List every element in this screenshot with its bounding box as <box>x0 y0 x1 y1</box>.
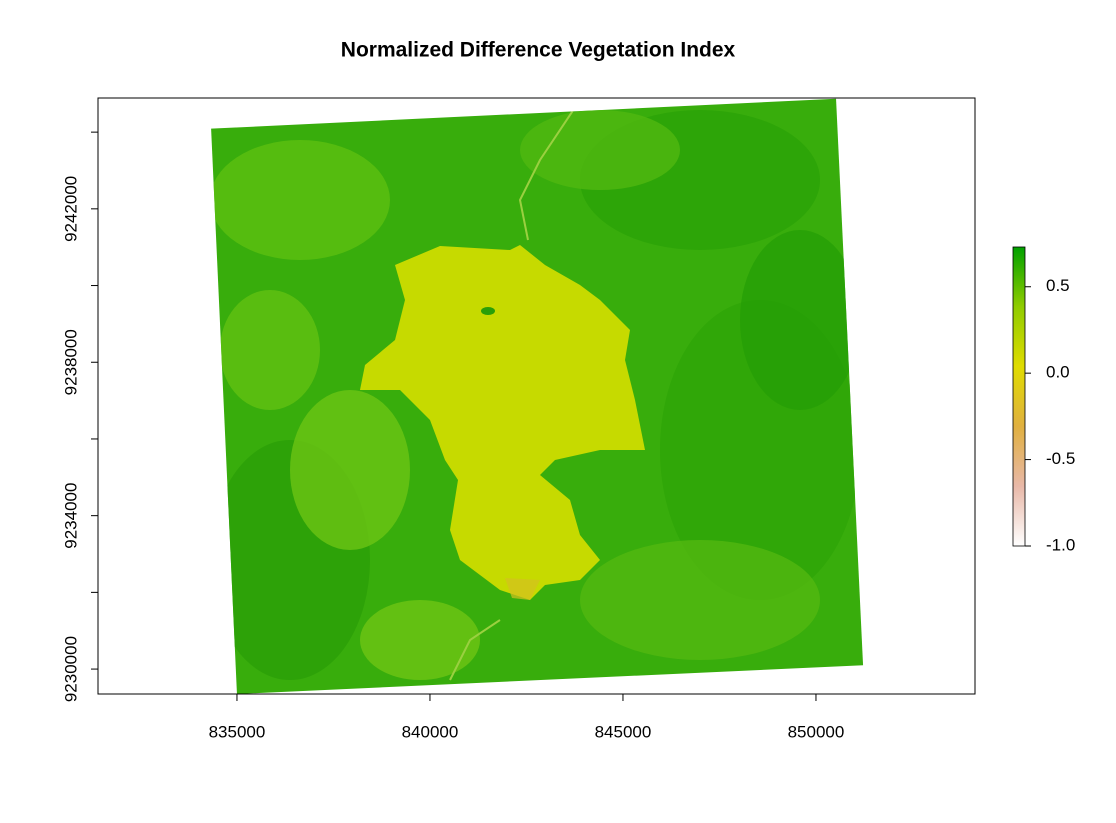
texture-patch <box>580 540 820 660</box>
plot-frame <box>97 97 976 695</box>
chart-title: Normalized Difference Vegetation Index <box>341 39 736 62</box>
texture <box>211 99 860 681</box>
colorbar-tick-label: -1.0 <box>1046 535 1075 554</box>
river <box>449 99 581 681</box>
texture-patch <box>740 230 860 410</box>
x-tick-label: 845000 <box>595 722 652 741</box>
lake-shallow <box>505 578 540 600</box>
island <box>481 307 495 315</box>
texture-patch <box>290 390 410 550</box>
texture-patch <box>520 110 680 190</box>
colorbar-tick-label: 0.5 <box>1046 276 1070 295</box>
texture-patch <box>220 290 320 410</box>
x-tick-label: 840000 <box>402 722 459 741</box>
y-tick-label: 9238000 <box>61 329 80 395</box>
y-tick-label: 9242000 <box>61 176 80 242</box>
x-tick-label: 835000 <box>209 722 266 741</box>
y-tick-label: 9234000 <box>61 483 80 549</box>
colorbar <box>1012 246 1026 547</box>
texture-patch <box>360 600 480 680</box>
texture-patch <box>211 140 390 260</box>
x-tick-label: 850000 <box>788 722 845 741</box>
colorbar-tick-label: 0.0 <box>1046 363 1070 382</box>
y-tick-label: 9230000 <box>61 636 80 702</box>
lake <box>360 245 645 600</box>
raster <box>211 98 864 695</box>
colorbar-tick-label: -0.5 <box>1046 449 1075 468</box>
